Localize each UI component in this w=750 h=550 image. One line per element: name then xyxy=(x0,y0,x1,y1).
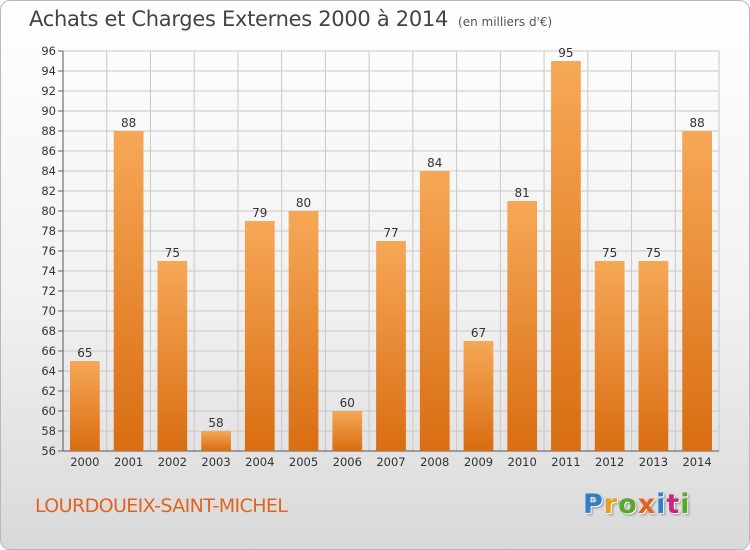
data-label: 58 xyxy=(208,416,223,430)
logo-letter: x xyxy=(637,489,657,520)
data-label: 79 xyxy=(252,206,267,220)
chart-title: Achats et Charges Externes 2000 à 2014 (e… xyxy=(29,7,552,31)
bar-2000 xyxy=(69,361,100,451)
data-label: 77 xyxy=(383,226,398,240)
y-tick-label: 86 xyxy=(41,144,56,158)
data-label: 60 xyxy=(340,396,355,410)
x-tick-label: 2008 xyxy=(420,455,449,469)
y-tick-label: 70 xyxy=(41,304,56,318)
y-tick-label: 78 xyxy=(41,224,56,238)
bar-2014 xyxy=(682,131,713,451)
logo-letter: t xyxy=(666,489,681,520)
y-tick-label: 58 xyxy=(41,424,56,438)
bar-2006 xyxy=(332,411,363,451)
logo-letter: o xyxy=(618,489,638,520)
y-tick-label: 68 xyxy=(41,324,56,338)
data-label: 80 xyxy=(296,196,311,210)
x-tick-label: 2005 xyxy=(289,455,318,469)
logo-letter: r xyxy=(603,489,619,520)
data-label: 84 xyxy=(427,156,442,170)
bar-2013 xyxy=(638,261,669,451)
data-label: 65 xyxy=(77,346,92,360)
location-name: LOURDOUEIX-SAINT-MICHEL xyxy=(35,495,288,517)
data-label: 95 xyxy=(558,46,573,60)
x-tick-label: 2001 xyxy=(114,455,143,469)
data-label: 75 xyxy=(646,246,661,260)
x-tick-label: 2007 xyxy=(376,455,405,469)
y-tick-label: 72 xyxy=(41,284,56,298)
x-tick-label: 2000 xyxy=(70,455,99,469)
x-tick-label: 2013 xyxy=(639,455,668,469)
x-tick-label: 2004 xyxy=(245,455,274,469)
x-tick-label: 2012 xyxy=(595,455,624,469)
y-tick-label: 90 xyxy=(41,104,56,118)
data-label: 75 xyxy=(165,246,180,260)
y-tick-label: 74 xyxy=(41,264,56,278)
logo-letter: i xyxy=(680,489,691,520)
data-labels: 65 88 75 58 79 80 60 77 84 67 81 95 75 75 88 xyxy=(77,46,705,430)
x-tick-label: 2010 xyxy=(508,455,537,469)
chart-title-text: Achats et Charges Externes 2000 à 2014 xyxy=(29,7,449,31)
axes: 56 58 60 62 64 66 68 70 72 74 76 78 80 82 84 86 88 90 92 94… xyxy=(41,44,719,469)
y-tick-label: 66 xyxy=(41,344,56,358)
bar-2005 xyxy=(288,211,319,451)
y-tick-label: 62 xyxy=(41,384,56,398)
y-tick-label: 64 xyxy=(41,364,56,378)
y-tick-label: 96 xyxy=(41,44,56,58)
y-tick-label: 92 xyxy=(41,84,56,98)
bar-2001 xyxy=(113,131,144,451)
bar-2012 xyxy=(594,261,625,451)
data-label: 67 xyxy=(471,326,486,340)
bars xyxy=(69,61,713,451)
y-tick-label: 80 xyxy=(41,204,56,218)
bar-2008 xyxy=(419,171,450,451)
chart-unit: (en milliers d'€) xyxy=(458,15,553,29)
bar-2007 xyxy=(376,241,406,451)
x-tick-label: 2014 xyxy=(682,455,711,469)
x-tick-label: 2011 xyxy=(551,455,580,469)
data-label: 88 xyxy=(689,116,704,130)
x-tick-label: 2006 xyxy=(333,455,362,469)
bar-2003 xyxy=(201,431,231,451)
data-label: 75 xyxy=(602,246,617,260)
y-tick-label: 56 xyxy=(41,444,56,458)
bar-2009 xyxy=(463,341,494,451)
x-tick-label: 2002 xyxy=(158,455,187,469)
bar-2002 xyxy=(157,261,188,451)
data-label: 81 xyxy=(515,186,530,200)
y-tick-label: 60 xyxy=(41,404,56,418)
x-tick-label: 2009 xyxy=(464,455,493,469)
proxiti-logo[interactable]: Proxiti xyxy=(583,489,691,520)
y-tick-label: 88 xyxy=(41,124,56,138)
logo-letter: P xyxy=(583,489,604,520)
bar-2010 xyxy=(507,201,538,451)
bar-2011 xyxy=(551,61,581,451)
logo-letter: i xyxy=(656,489,667,520)
data-label: 88 xyxy=(121,116,136,130)
y-tick-label: 82 xyxy=(41,184,56,198)
y-tick-label: 94 xyxy=(41,64,56,78)
y-tick-label: 84 xyxy=(41,164,56,178)
x-tick-label: 2003 xyxy=(201,455,230,469)
bar-2004 xyxy=(244,221,275,451)
y-tick-label: 76 xyxy=(41,244,56,258)
